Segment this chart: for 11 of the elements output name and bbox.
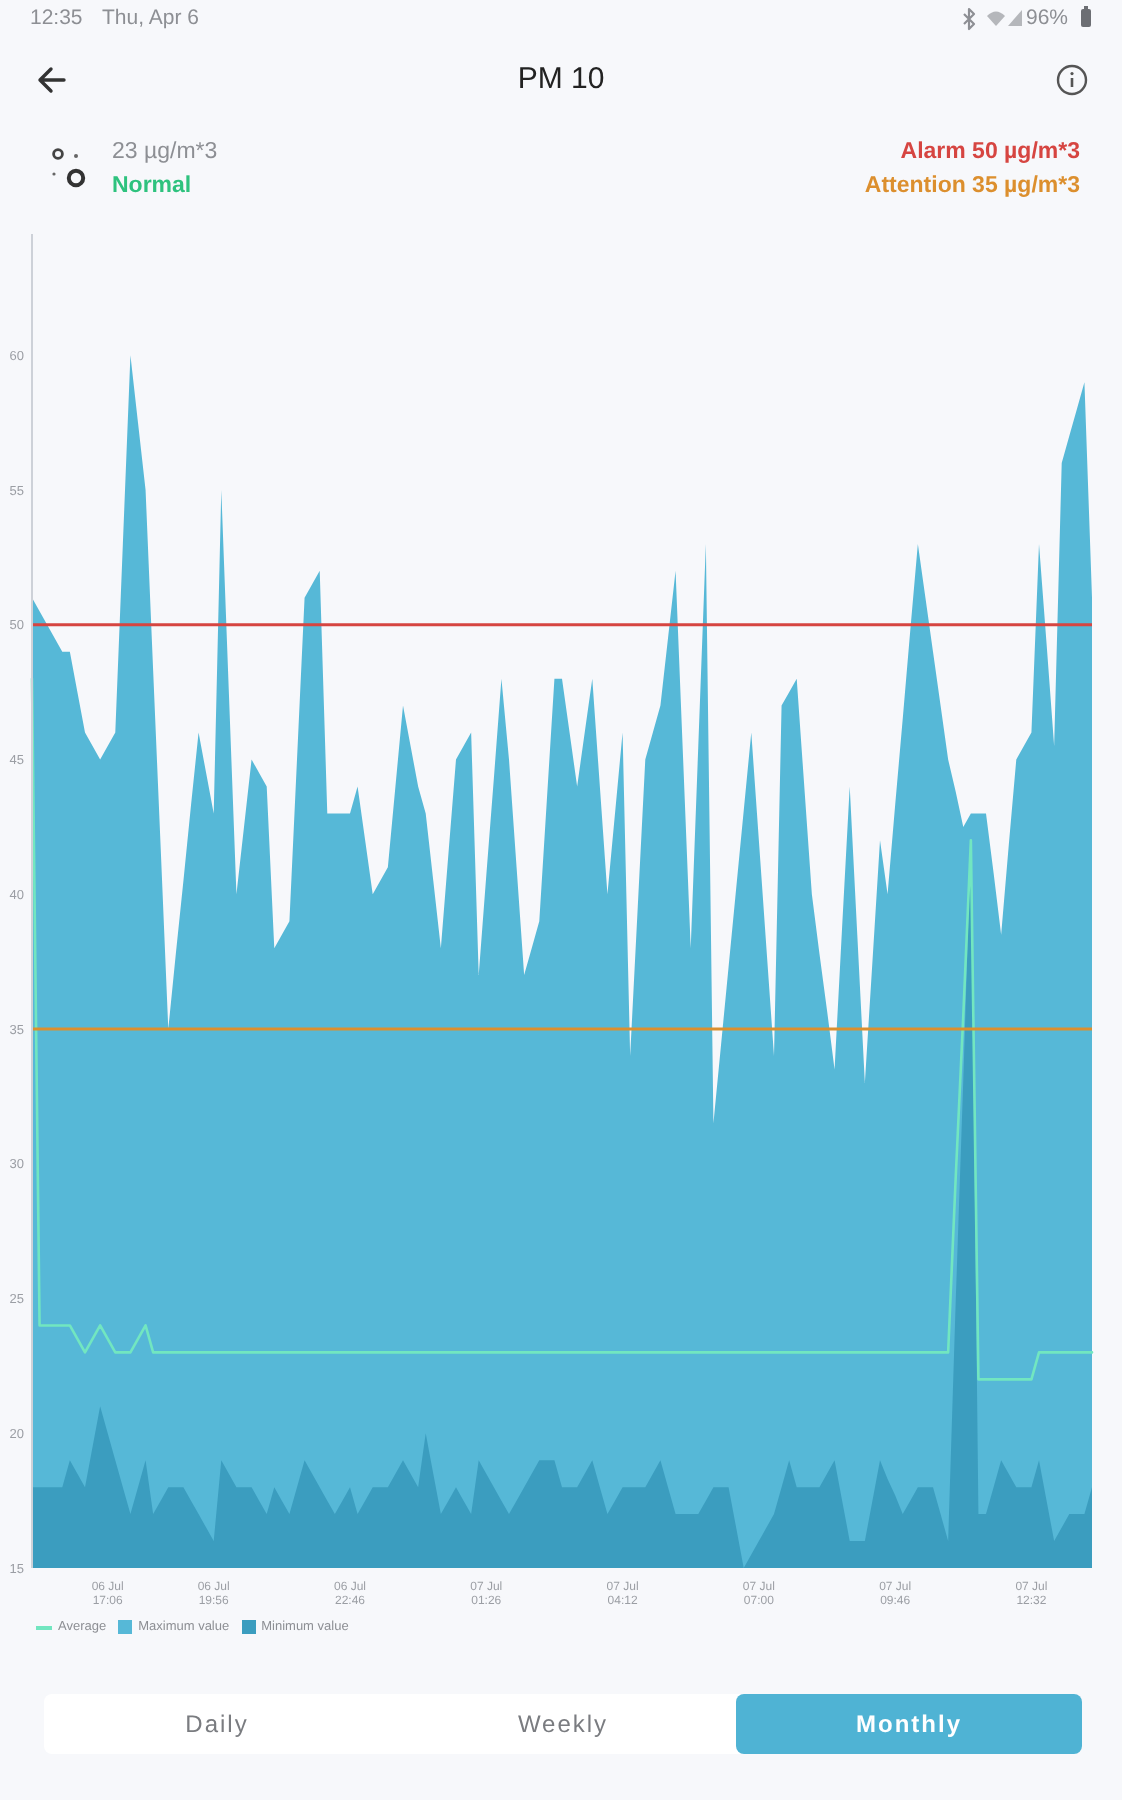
text: 96% [1026,6,1069,32]
chart-subtitle: 23 µg/m*3 [112,140,218,164]
text: Normal [112,174,192,202]
text: Daily [183,1708,251,1742]
text: Weekly [515,1708,611,1742]
text: 12:35 [30,6,83,32]
text: Thu, Apr 6 [102,6,199,32]
ref-line-label: Alarm 50 µg/m*3 [900,140,1080,164]
ref-line-label: Attention 35 µg/m*3 [864,174,1080,198]
chart-title: PM 10 [515,62,607,96]
text: Monthly [736,1694,1082,1754]
